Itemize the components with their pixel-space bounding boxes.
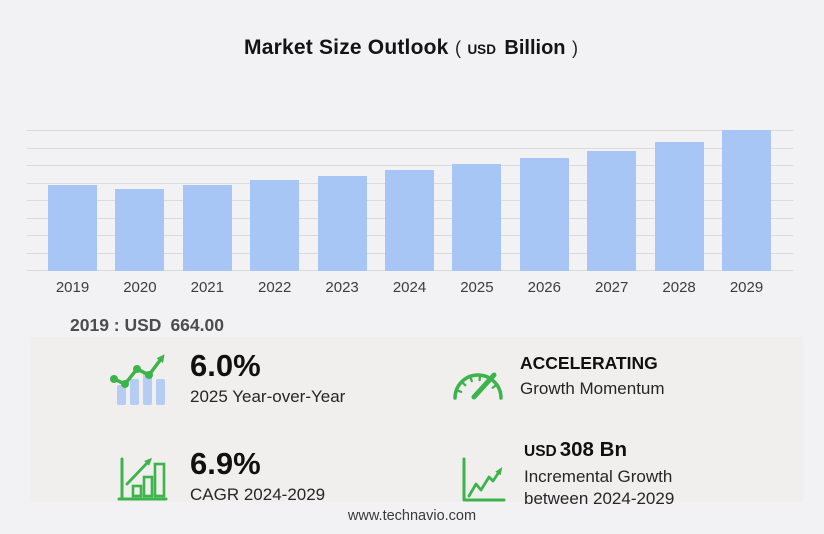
title-unit: Billion: [504, 37, 566, 59]
x-label-2024: 2024: [392, 279, 427, 296]
base-year-label: 2019 : USD: [70, 315, 162, 335]
gridline: [27, 130, 793, 131]
incremental-label-line1: Incremental Growth: [524, 467, 673, 486]
plot-area: [27, 130, 793, 271]
gridline: [27, 147, 793, 149]
incremental-value: 308 Bn: [559, 438, 627, 461]
x-axis-labels: 2019 2020 2021 2022 2023 2024 2025 2026 2027 2028…: [27, 279, 793, 299]
bar-2021: [182, 185, 232, 271]
bar-2026: [519, 158, 569, 271]
bar-2022: [250, 179, 300, 271]
bar-2025: [452, 163, 502, 271]
stat-cagr: 6.9% CAGR 2024-2029: [113, 447, 325, 508]
bar-2024: [385, 170, 434, 271]
x-label-2023: 2023: [325, 279, 359, 296]
title-main: Market Size Outlook: [244, 36, 449, 59]
x-label-2025: 2025: [460, 279, 494, 296]
yoy-label: 2025 Year-over-Year: [190, 387, 346, 406]
line-growth-icon: [456, 453, 508, 514]
x-label-2020: 2020: [123, 279, 157, 296]
bar-2019: [48, 184, 97, 271]
bar-2029: [722, 130, 771, 271]
x-label-2019: 2019: [55, 279, 90, 296]
x-label-2027: 2027: [595, 279, 629, 296]
yoy-value: 6.0%: [190, 348, 261, 383]
title-close-paren: ): [571, 38, 578, 58]
bar-2028: [654, 141, 704, 271]
incremental-label-line2: between 2024-2029: [524, 489, 675, 508]
momentum-label: Growth Momentum: [520, 379, 665, 398]
x-label-2022: 2022: [258, 279, 292, 296]
base-year-value: 664.00: [170, 315, 224, 335]
stat-year-over-year: 6.0% 2025 Year-over-Year: [110, 349, 345, 412]
bar-2020: [115, 188, 165, 271]
page-title: Market Size Outlook ( USD Billion ): [0, 36, 824, 60]
x-label-2029: 2029: [729, 279, 764, 296]
trend-bars-icon: [110, 351, 174, 412]
bar-2023: [317, 176, 367, 271]
title-open-paren: (: [454, 38, 461, 58]
cagr-value: 6.9%: [190, 446, 261, 481]
cagr-label: CAGR 2024-2029: [190, 485, 326, 504]
title-unit-prefix: USD: [467, 42, 496, 57]
gridline: [27, 165, 793, 166]
website-link[interactable]: www.technavio.com: [347, 508, 477, 524]
stat-incremental-growth: USD 308 Bn Incremental Growth between 202…: [456, 438, 674, 514]
incremental-value-line: USD 308 Bn: [524, 438, 674, 462]
x-label-2021: 2021: [190, 279, 224, 296]
base-year-annotation: 2019 : USD 664.00: [70, 315, 224, 336]
speedometer-icon: [450, 357, 506, 408]
x-label-2026: 2026: [527, 279, 561, 296]
incremental-value-prefix: USD: [524, 443, 557, 460]
x-label-2028: 2028: [662, 279, 696, 296]
bar-chart-growth-icon: [113, 451, 174, 508]
momentum-value: ACCELERATING: [520, 353, 658, 373]
stat-growth-momentum: ACCELERATING Growth Momentum: [450, 352, 665, 408]
bar-2027: [587, 150, 637, 271]
